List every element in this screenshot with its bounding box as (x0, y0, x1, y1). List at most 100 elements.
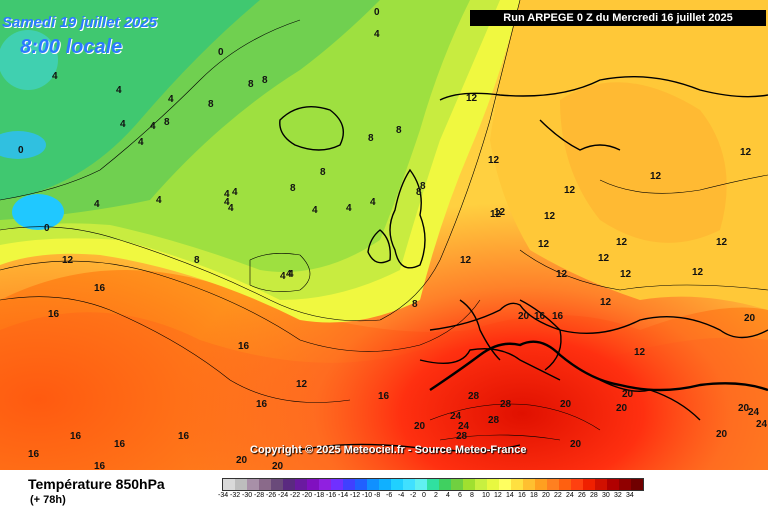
isotherm-label: 16 (378, 391, 390, 402)
isotherm-label: 12 (716, 237, 728, 248)
isotherm-label: 12 (650, 171, 662, 182)
isotherm-label: 12 (460, 255, 472, 266)
isotherm-label: 20 (570, 439, 582, 450)
legend-tick: 10 (482, 492, 490, 499)
isotherm-label: 4 (228, 203, 234, 214)
legend-swatch (523, 479, 535, 490)
legend-tick: -32 (230, 492, 241, 499)
isotherm-label: 16 (178, 431, 190, 442)
isotherm-label: 4 (94, 199, 100, 210)
isotherm-label: 4 (224, 189, 230, 200)
isotherm-label: 16 (238, 341, 250, 352)
legend-tick: 6 (458, 492, 462, 499)
legend-tick: -12 (350, 492, 361, 499)
legend-swatch (619, 479, 631, 490)
legend-tick: 8 (470, 492, 474, 499)
isotherm-label: 20 (518, 311, 530, 322)
isotherm-label: 12 (296, 379, 308, 390)
isotherm-label: 16 (94, 461, 106, 472)
isotherm-label: 12 (740, 147, 752, 158)
legend-swatch (415, 479, 427, 490)
legend-swatch (247, 479, 259, 490)
legend-tick: -14 (338, 492, 349, 499)
legend-tick: -4 (398, 492, 405, 499)
isotherm-label: 4 (288, 269, 294, 280)
legend-tick: 34 (626, 492, 634, 499)
isotherm-label: 20 (560, 399, 572, 410)
isotherm-label: 16 (256, 399, 268, 410)
isotherm-label: 0 (18, 145, 24, 156)
isotherm-label: 12 (598, 253, 610, 264)
isotherm-label: 20 (616, 403, 628, 414)
isotherm-label: 12 (600, 297, 612, 308)
isotherm-label: 16 (552, 311, 564, 322)
legend-swatch (367, 479, 379, 490)
legend-tick: 12 (494, 492, 502, 499)
isotherm-label: 8 (290, 183, 296, 194)
legend-swatch (583, 479, 595, 490)
isotherm-label: 8 (320, 167, 326, 178)
legend-tick: 30 (602, 492, 610, 499)
isotherm-label: 8 (416, 187, 422, 198)
isotherm-label: 20 (272, 461, 284, 472)
legend-tick-labels: -34 -32 -30 -28 -26 -24 -22 -20 -18 -16 -14 -12 -10-… (218, 492, 644, 499)
legend-swatch (271, 479, 283, 490)
legend-swatch (559, 479, 571, 490)
isotherm-label: 4 (232, 187, 238, 198)
legend-swatch (535, 479, 547, 490)
isotherm-label: 12 (616, 237, 628, 248)
legend-tick: -18 (314, 492, 325, 499)
legend-swatch (319, 479, 331, 490)
copyright-text: Copyright © 2025 Meteociel.fr - Source M… (250, 444, 527, 456)
legend-swatch (631, 479, 643, 490)
legend-tick: -16 (326, 492, 337, 499)
isotherm-label: 12 (634, 347, 646, 358)
isotherm-label: 4 (374, 29, 380, 40)
isotherm-label: 16 (48, 309, 60, 320)
legend-tick: -2 (410, 492, 417, 499)
isotherm-label: 16 (28, 449, 40, 460)
legend-tick: 16 (518, 492, 526, 499)
legend-tick: 28 (590, 492, 598, 499)
isotherm-label: 16 (534, 311, 546, 322)
isotherm-label: 28 (500, 399, 512, 410)
isotherm-label: 8 (412, 299, 418, 310)
isotherm-label: 0 (218, 47, 224, 58)
legend-swatch (307, 479, 319, 490)
isotherm-label: 8 (208, 99, 214, 110)
forecast-local-time: 8:00 locale (20, 36, 123, 58)
legend-tick: -22 (290, 492, 301, 499)
legend-swatch (571, 479, 583, 490)
legend-swatch (475, 479, 487, 490)
isotherm-label: 8 (248, 79, 254, 90)
legend-swatch (331, 479, 343, 490)
isotherm-label: 4 (116, 85, 122, 96)
isotherm-label: 8 (420, 181, 426, 192)
isotherm-label: 28 (468, 391, 480, 402)
isotherm-label: 24 (450, 411, 462, 422)
isotherm-label: 12 (466, 93, 478, 104)
legend-swatch (511, 479, 523, 490)
isotherm-label: 4 (280, 271, 286, 282)
isotherm-label: 12 (692, 267, 704, 278)
isotherm-label: 20 (716, 429, 728, 440)
isotherm-label: 4 (168, 94, 174, 105)
isotherm-label: 28 (488, 415, 500, 426)
isotherm-label: 20 (744, 313, 756, 324)
legend-tick: -28 (254, 492, 265, 499)
legend-swatch (487, 479, 499, 490)
legend-tick: 32 (614, 492, 622, 499)
isotherm-label: 4 (370, 197, 376, 208)
legend-swatch (235, 479, 247, 490)
legend-swatch (379, 479, 391, 490)
isotherm-label: 12 (544, 211, 556, 222)
isotherm-label: 12 (488, 155, 500, 166)
isotherm-label: 8 (164, 117, 170, 128)
legend-color-bar (222, 478, 644, 491)
legend-swatch (607, 479, 619, 490)
isotherm-label: 24 (756, 419, 768, 430)
legend-tick: -6 (386, 492, 393, 499)
legend-swatch (451, 479, 463, 490)
legend-tick: 20 (542, 492, 550, 499)
isotherm-label: 8 (396, 125, 402, 136)
